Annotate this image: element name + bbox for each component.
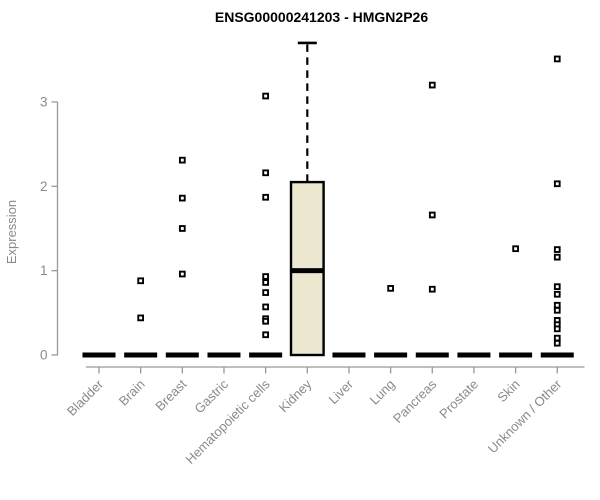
- x-tick-label: Skin: [494, 377, 522, 405]
- outlier-point: [262, 193, 269, 201]
- x-tick-label: Breast: [152, 376, 189, 413]
- x-tick-label: Prostate: [436, 377, 481, 422]
- outlier-point: [178, 225, 186, 232]
- outlier-point: [137, 277, 145, 285]
- zero-median-dash: [82, 352, 116, 358]
- outlier-point: [553, 290, 561, 298]
- x-tick-label: Kidney: [276, 376, 315, 415]
- y-tick-label: 3: [40, 94, 48, 109]
- zero-median-dash: [249, 352, 283, 358]
- x-tick-label: Bladder: [64, 376, 107, 419]
- outlier-point: [553, 55, 561, 63]
- x-tick-label: Unknown / Other: [485, 376, 565, 456]
- x-tick-label: Pancreas: [390, 376, 440, 426]
- x-tick-label: Liver: [326, 376, 357, 407]
- outlier-point: [428, 81, 436, 89]
- zero-median-dash: [124, 352, 158, 358]
- outlier-point: [262, 273, 269, 280]
- chart-title: ENSG00000241203 - HMGN2P26: [214, 9, 429, 25]
- outlier-point: [262, 317, 269, 325]
- x-tick-label: Brain: [116, 377, 148, 409]
- x-tick-label: Lung: [367, 377, 398, 408]
- outlier-point: [387, 285, 394, 292]
- outlier-point: [553, 253, 561, 261]
- outlier-point: [262, 303, 269, 311]
- zero-median-dash: [332, 352, 366, 358]
- outlier-point: [428, 285, 436, 293]
- zero-median-dash: [540, 352, 574, 358]
- outlier-point: [178, 156, 186, 164]
- zero-median-dash: [415, 352, 449, 358]
- outlier-point: [553, 325, 561, 333]
- outlier-point: [178, 194, 186, 202]
- y-tick-label: 0: [40, 348, 48, 363]
- x-tick-label: Gastric: [191, 376, 231, 416]
- outlier-point: [262, 92, 269, 100]
- outlier-point: [428, 211, 436, 219]
- zero-median-dash: [207, 352, 241, 358]
- outlier-point: [553, 339, 561, 347]
- zero-median-dash: [374, 352, 408, 358]
- median-line: [290, 268, 324, 274]
- outlier-point: [262, 169, 269, 177]
- zero-median-dash: [499, 352, 533, 358]
- outlier-point: [553, 246, 561, 253]
- outlier-point: [178, 270, 186, 278]
- outlier-point: [553, 334, 561, 342]
- zero-median-dash: [457, 352, 491, 358]
- outlier-point: [512, 245, 519, 253]
- outlier-point: [553, 306, 561, 314]
- y-tick-label: 2: [40, 179, 48, 194]
- zero-median-dash: [165, 352, 199, 358]
- outlier-point: [262, 289, 269, 296]
- outlier-point: [262, 279, 269, 286]
- outlier-point: [137, 314, 145, 322]
- y-tick-label: 1: [40, 263, 48, 278]
- outlier-point: [262, 331, 269, 339]
- outlier-point: [553, 283, 561, 291]
- outlier-point: [553, 301, 561, 309]
- outlier-point: [553, 180, 561, 188]
